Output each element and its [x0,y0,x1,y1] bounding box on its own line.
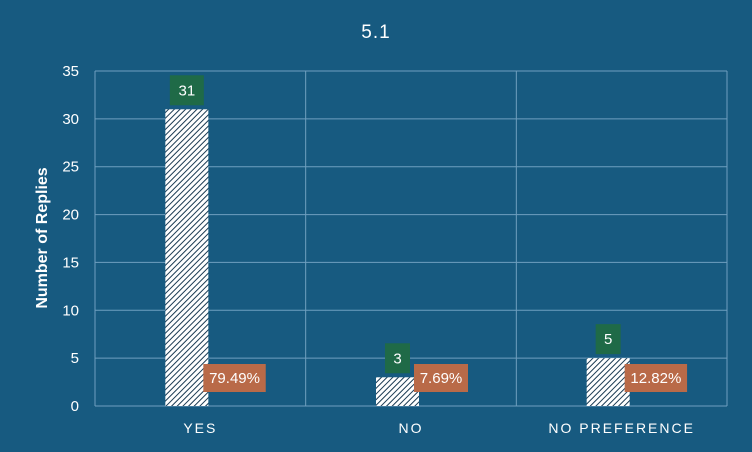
percent-label-box [203,364,266,392]
chart-title: 5.1 [361,22,390,43]
y-tick-label: 35 [62,63,79,80]
bar-no [376,377,419,406]
bar-no-preference [586,358,630,406]
count-label-box [169,75,204,106]
y-tick-label: 10 [62,302,79,319]
bars [165,109,630,407]
y-tick-label: 5 [71,350,79,367]
percent-label: 7.69% [420,370,463,387]
x-category-label: NO PREFERENCE [548,420,695,436]
x-category-label: NO [399,420,424,436]
y-tick-label: 30 [62,111,79,128]
count-label: 5 [604,331,612,348]
data-labels: 31 79.49% 3 7.69% 5 12.82% [169,75,688,392]
y-axis-label: Number of Replies [34,167,51,308]
y-tick-label: 0 [71,398,79,415]
count-label-box [385,343,410,374]
x-categories: YES NO NO PREFERENCE [183,420,695,436]
percent-label: 12.82% [630,370,681,387]
bar-yes [165,109,209,407]
count-label: 31 [178,82,195,99]
count-label-box [595,324,621,355]
y-tick-label: 15 [62,254,79,271]
count-label: 3 [393,350,401,367]
x-category-label: YES [183,420,217,436]
percent-label-box [414,364,468,392]
percent-label-box [624,364,688,392]
y-tick-label: 25 [62,159,79,176]
percent-label: 79.49% [209,370,260,387]
y-ticks: 0 5 10 15 20 25 30 35 [62,63,79,415]
y-tick-label: 20 [62,207,79,224]
